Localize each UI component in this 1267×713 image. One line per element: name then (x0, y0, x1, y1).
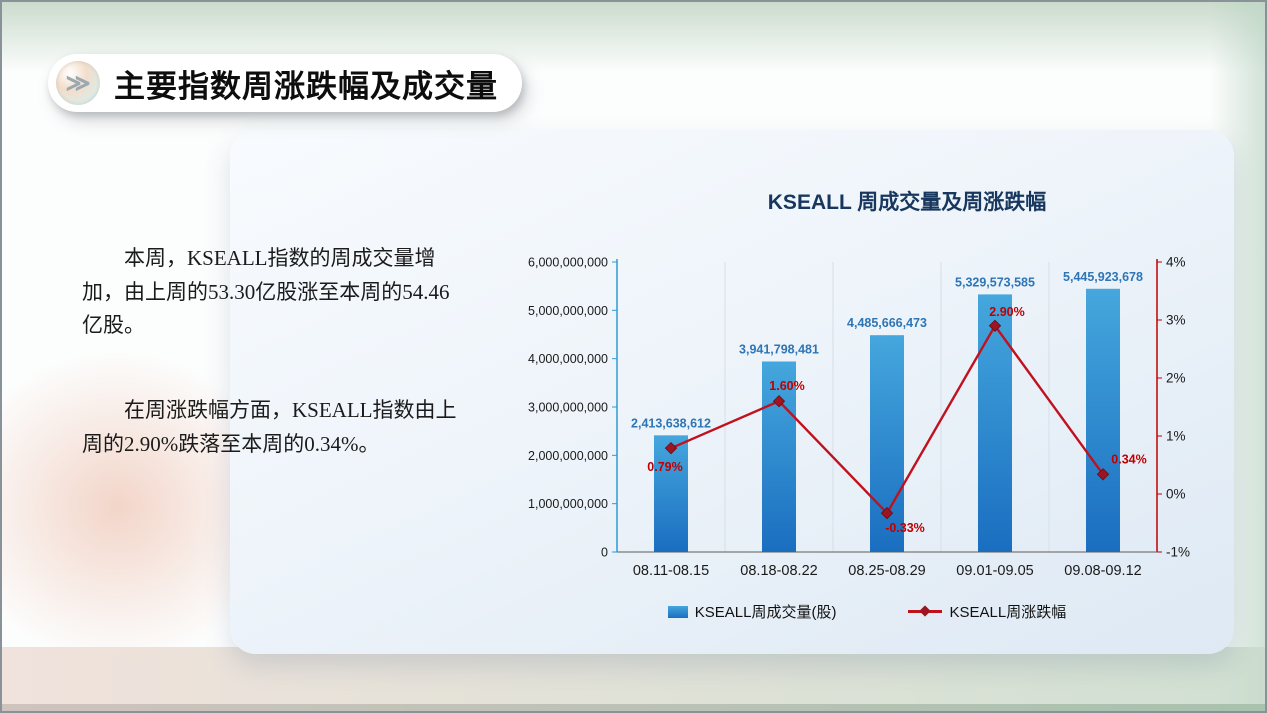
line-diamond-marker (1096, 468, 1110, 481)
line-value-label: 0.79% (647, 460, 682, 474)
bar-value-label: 3,941,798,481 (739, 342, 819, 356)
right-axis-label: 3% (1166, 313, 1186, 328)
line-diamond-marker (664, 441, 678, 455)
x-axis-label: 08.25-08.29 (848, 563, 925, 579)
left-axis-label: 4,000,000,000 (528, 352, 608, 366)
chart-title: KSEALL 周成交量及周涨跌幅 (767, 191, 1047, 214)
content-panel (230, 130, 1234, 654)
left-axis-label: 2,000,000,000 (528, 449, 608, 463)
left-axis-label: 0 (601, 546, 608, 560)
line-diamond-marker (880, 506, 894, 520)
summary-paragraph-change: 在周涨跌幅方面，KSEALL指数由上周的2.90%跌落至本周的0.34%。 (82, 398, 457, 456)
right-axis-label: 2% (1166, 371, 1186, 386)
legend-label-volume: KSEALL周成交量(股) (694, 604, 837, 621)
slide-title-pill: ≫ 主要指数周涨跌幅及成交量 (48, 54, 522, 112)
volume-bar (870, 335, 904, 552)
bar-value-label: 2,413,638,612 (631, 416, 711, 430)
left-axis-label: 3,000,000,000 (528, 401, 608, 415)
right-axis-label: 0% (1166, 487, 1186, 502)
right-axis-label: -1% (1166, 545, 1190, 560)
line-value-label: -0.33% (885, 521, 925, 535)
x-axis-label: 09.08-09.12 (1064, 563, 1141, 579)
line-diamond-marker (988, 319, 1002, 333)
left-axis-label: 1,000,000,000 (528, 497, 608, 511)
left-axis-label: 6,000,000,000 (528, 256, 608, 270)
x-axis-label: 09.01-09.05 (956, 563, 1033, 579)
summary-paragraph-volume: 本周，KSEALL指数的周成交量增加，由上周的53.30亿股涨至本周的54.46… (82, 246, 450, 338)
line-diamond-marker (772, 394, 786, 408)
left-axis-label: 5,000,000,000 (528, 304, 608, 318)
background-bottom-edge (2, 704, 1265, 711)
x-axis-label: 08.11-08.15 (633, 563, 709, 579)
chart-canvas: 0 1,000,000,000 2,000,000,000 3,000,000,000… (528, 255, 1190, 580)
legend-label-change: KSEALL周涨跌幅 (949, 604, 1067, 621)
x-axis-label: 08.18-08.22 (740, 563, 817, 579)
bar-value-label: 5,329,573,585 (955, 275, 1035, 289)
line-value-label: 0.34% (1111, 452, 1146, 466)
volume-bar (762, 361, 796, 552)
legend-bar-swatch (667, 605, 688, 618)
combo-chart: 0 1,000,000,000 2,000,000,000 3,000,000,000… (502, 247, 1212, 587)
bar-value-label: 5,445,923,678 (1063, 270, 1143, 284)
line-value-label: 2.90% (989, 305, 1024, 319)
volume-bar (978, 294, 1012, 552)
chart-legend: KSEALL周成交量(股) KSEALL周涨跌幅 (522, 601, 1212, 622)
volume-bar (654, 435, 688, 552)
double-chevron-icon: ≫ (56, 61, 100, 105)
page-title: 主要指数周涨跌幅及成交量 (114, 68, 498, 104)
legend-diamond-marker (919, 604, 932, 617)
legend-line-swatch (908, 604, 943, 617)
legend-item-volume: KSEALL周成交量(股) (667, 601, 837, 622)
legend-item-change: KSEALL周涨跌幅 (908, 601, 1066, 622)
right-axis-label: 4% (1166, 255, 1186, 270)
bar-value-label: 4,485,666,473 (847, 316, 927, 330)
right-axis-label: 1% (1166, 429, 1186, 444)
volume-bar (1086, 288, 1120, 552)
line-value-label: 1.60% (769, 379, 804, 393)
